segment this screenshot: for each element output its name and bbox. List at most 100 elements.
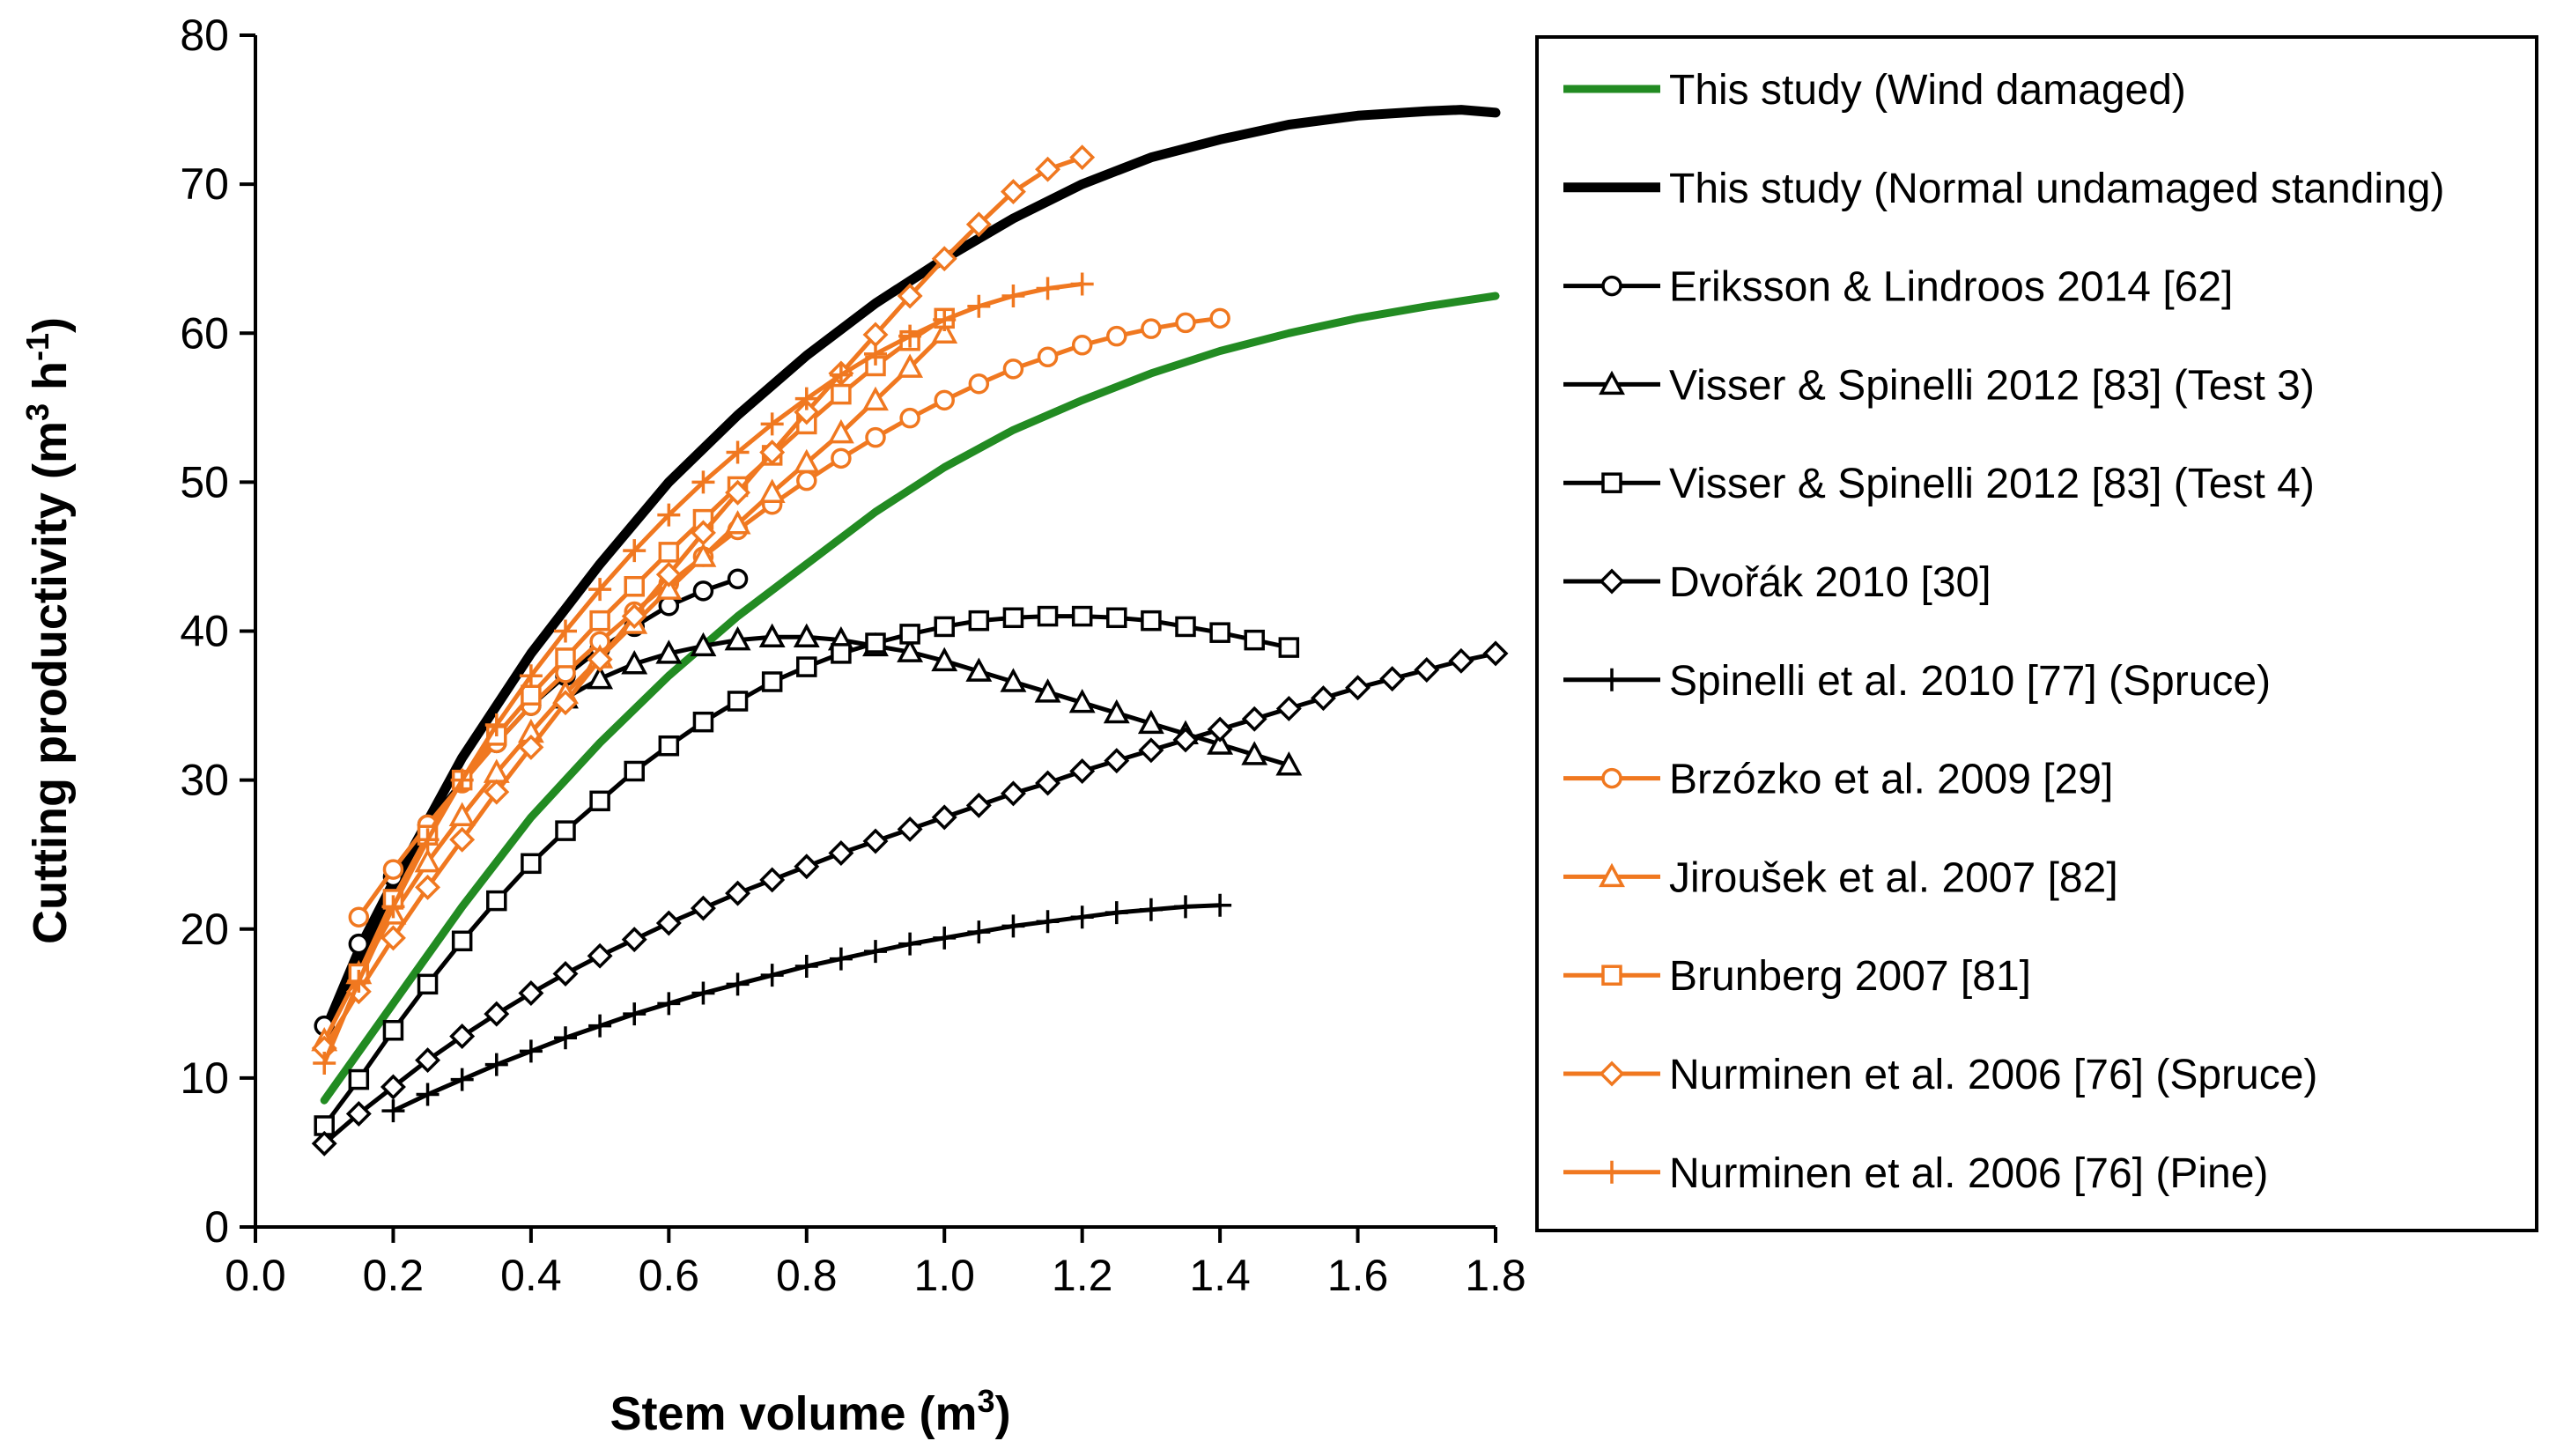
data-point <box>1070 905 1094 929</box>
data-point <box>690 632 717 657</box>
data-point <box>621 650 648 675</box>
data-point <box>381 895 405 919</box>
x-tick-label: 0.0 <box>225 1251 286 1300</box>
data-point <box>449 1024 476 1049</box>
data-point <box>724 625 751 651</box>
data-point <box>862 386 889 411</box>
data-point <box>348 1068 370 1090</box>
legend-entry: Jiroušek et al. 2007 [82] <box>1563 854 2118 901</box>
data-point <box>587 647 613 673</box>
data-point <box>1036 277 1060 300</box>
data-point <box>933 926 957 950</box>
data-point <box>829 947 853 971</box>
data-point <box>897 283 923 309</box>
legend-label: Spinelli et al. 2010 [77] (Spruce) <box>1669 658 2271 705</box>
legend-entry: Visser & Spinelli 2012 [83] (Test 3) <box>1563 362 2315 409</box>
data-point <box>382 859 404 880</box>
data-point <box>931 647 958 672</box>
data-point <box>1172 727 1199 753</box>
data-point <box>1106 325 1127 347</box>
data-point <box>761 671 783 692</box>
data-point <box>554 1026 577 1050</box>
data-point <box>1241 741 1268 765</box>
series-line <box>563 634 1291 768</box>
data-point <box>655 575 683 600</box>
data-point <box>1000 668 1027 692</box>
data-point <box>1036 910 1060 934</box>
data-point <box>416 1083 440 1106</box>
data-point <box>967 920 991 944</box>
data-point <box>864 940 887 964</box>
data-point <box>623 1002 646 1026</box>
data-point <box>794 387 818 410</box>
legend-entry: Brunberg 2007 [81] <box>1563 953 2031 1000</box>
legend: This study (Wind damaged) This study (Nor… <box>1563 67 2444 1197</box>
series-11 <box>313 272 1094 1075</box>
legend-marker <box>1601 965 1622 986</box>
data-point <box>829 363 853 387</box>
legend-label: Jiroušek et al. 2007 [82] <box>1669 854 2118 901</box>
data-point <box>380 925 406 951</box>
data-point <box>521 853 542 875</box>
legend-marker <box>1601 275 1622 297</box>
data-point <box>1104 748 1130 774</box>
data-point <box>759 440 786 466</box>
y-tick-label: 30 <box>180 756 229 805</box>
data-point <box>794 399 820 425</box>
data-point <box>931 246 957 272</box>
data-point <box>380 1074 406 1100</box>
data-point <box>692 711 714 733</box>
data-point <box>589 610 610 632</box>
series-5 <box>311 640 1509 1157</box>
data-point <box>899 407 920 429</box>
legend-entry: Dvořák 2010 [30] <box>1563 559 1991 606</box>
legend-entry: This study (Wind damaged) <box>1563 67 2186 114</box>
data-point <box>897 816 923 842</box>
data-point <box>1275 695 1302 721</box>
data-point <box>1175 616 1196 638</box>
y-tick-label: 70 <box>180 159 229 209</box>
data-point <box>933 308 957 332</box>
data-point <box>725 479 751 506</box>
data-point <box>1103 698 1130 724</box>
y-axis-title: Cutting productivity (m3 h-1) <box>19 317 77 944</box>
axis-ticks: 0 10 20 30 40 50 60 70 80 0.0 0.2 0.4 0.6 0.8 1.0 1.2 1.… <box>180 11 1526 1300</box>
data-point <box>345 1100 372 1127</box>
data-point <box>381 1099 405 1123</box>
data-point <box>552 961 579 987</box>
data-point <box>484 1053 508 1076</box>
legend-entry: Visser & Spinelli 2012 [83] (Test 4) <box>1563 461 2315 507</box>
x-tick-label: 1.2 <box>1052 1251 1113 1300</box>
data-point <box>794 854 820 880</box>
legend-label: Eriksson & Lindroos 2014 [62] <box>1669 264 2233 311</box>
data-point <box>382 1020 404 1041</box>
data-point <box>1207 730 1234 755</box>
legend-box <box>1535 35 2538 1232</box>
data-point <box>450 768 474 792</box>
data-point <box>1070 272 1094 296</box>
data-point <box>828 840 854 866</box>
data-point <box>691 470 715 494</box>
data-point <box>793 448 820 474</box>
x-tick-label: 1.8 <box>1465 1251 1526 1300</box>
data-point <box>965 657 993 682</box>
x-tick-label: 0.2 <box>363 1251 425 1300</box>
data-point <box>1001 284 1025 307</box>
legend-entry: Spinelli et al. 2010 [77] (Spruce) <box>1563 658 2271 705</box>
legend-marker <box>1599 568 1625 595</box>
data-point <box>1069 758 1096 784</box>
x-tick-label: 1.0 <box>913 1251 975 1300</box>
data-point <box>347 969 371 993</box>
data-point <box>724 510 751 535</box>
data-point <box>1448 647 1474 674</box>
data-point <box>658 542 680 563</box>
data-point <box>1137 709 1164 735</box>
data-point <box>897 638 924 662</box>
data-point <box>726 440 750 464</box>
x-tick-label: 1.4 <box>1189 1251 1251 1300</box>
data-point <box>521 684 542 706</box>
legend-marker <box>1599 862 1625 888</box>
data-point <box>484 713 508 737</box>
data-point <box>690 895 716 921</box>
